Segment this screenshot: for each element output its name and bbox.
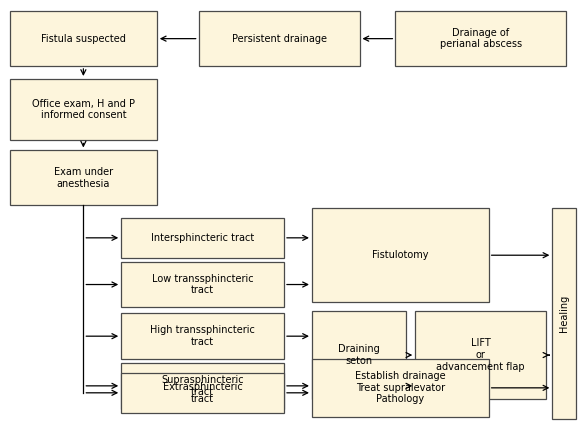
Text: Low transsphincteric
tract: Low transsphincteric tract	[152, 274, 253, 296]
FancyBboxPatch shape	[198, 11, 360, 66]
FancyBboxPatch shape	[312, 311, 406, 399]
Text: Fistulotomy: Fistulotomy	[372, 250, 428, 260]
Text: Extrasphincteric
tract: Extrasphincteric tract	[163, 382, 243, 404]
Text: Suprasphincteric
tract: Suprasphincteric tract	[161, 375, 244, 397]
FancyBboxPatch shape	[121, 363, 284, 409]
FancyBboxPatch shape	[10, 79, 157, 140]
FancyBboxPatch shape	[312, 359, 489, 417]
Text: Healing: Healing	[559, 295, 569, 332]
FancyBboxPatch shape	[552, 208, 576, 418]
Text: Exam under
anesthesia: Exam under anesthesia	[54, 167, 113, 189]
FancyBboxPatch shape	[415, 311, 546, 399]
Text: Draining
seton: Draining seton	[338, 344, 380, 366]
Text: Drainage of
perianal abscess: Drainage of perianal abscess	[439, 28, 522, 50]
FancyBboxPatch shape	[10, 11, 157, 66]
FancyBboxPatch shape	[312, 208, 489, 302]
FancyBboxPatch shape	[395, 11, 566, 66]
FancyBboxPatch shape	[10, 151, 157, 205]
Text: LIFT
or
advancement flap: LIFT or advancement flap	[436, 338, 525, 372]
Text: Fistula suspected: Fistula suspected	[41, 33, 126, 44]
FancyBboxPatch shape	[121, 218, 284, 258]
Text: High transsphincteric
tract: High transsphincteric tract	[150, 325, 255, 347]
FancyBboxPatch shape	[121, 313, 284, 359]
FancyBboxPatch shape	[121, 262, 284, 307]
Text: Intersphincteric tract: Intersphincteric tract	[151, 233, 254, 243]
Text: Office exam, H and P
informed consent: Office exam, H and P informed consent	[32, 99, 135, 120]
Text: Persistent drainage: Persistent drainage	[232, 33, 327, 44]
FancyBboxPatch shape	[121, 373, 284, 413]
Text: Establish drainage
Treat supralevator
Pathology: Establish drainage Treat supralevator Pa…	[355, 371, 446, 404]
